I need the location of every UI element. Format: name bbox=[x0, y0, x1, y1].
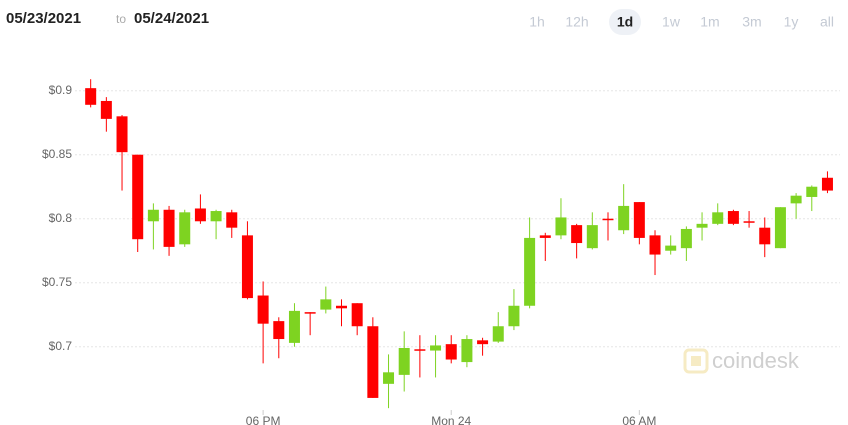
date-to-word: to bbox=[116, 12, 126, 26]
candle-body bbox=[539, 235, 551, 238]
range-button[interactable]: 1d bbox=[617, 14, 633, 30]
candle-body bbox=[85, 88, 97, 105]
range-button[interactable]: 1m bbox=[700, 14, 719, 30]
candle-body bbox=[508, 305, 520, 327]
watermark: coindesk bbox=[712, 348, 800, 373]
range-button[interactable]: 12h bbox=[565, 14, 588, 30]
candle-body bbox=[288, 310, 300, 343]
candle-body bbox=[806, 186, 818, 197]
range-button[interactable]: 3m bbox=[742, 14, 761, 30]
candle-body bbox=[414, 349, 426, 351]
candle-body bbox=[821, 177, 833, 191]
candle-body bbox=[116, 116, 128, 153]
candle-body bbox=[665, 245, 677, 251]
candle-body bbox=[492, 326, 504, 342]
range-button[interactable]: all bbox=[820, 14, 834, 30]
candle-body bbox=[477, 340, 489, 345]
candle-body bbox=[461, 339, 473, 363]
candle-body bbox=[241, 235, 253, 299]
candle-body bbox=[383, 372, 395, 384]
y-tick-label: $0.75 bbox=[42, 275, 72, 289]
candle-body bbox=[586, 225, 598, 249]
candle-body bbox=[179, 212, 191, 245]
y-tick-label: $0.85 bbox=[42, 147, 72, 161]
candle-body bbox=[524, 237, 536, 306]
candle-body bbox=[335, 305, 347, 309]
candle-body bbox=[696, 223, 708, 228]
candle-body bbox=[430, 345, 442, 351]
candle-body bbox=[367, 326, 379, 398]
candle-body bbox=[633, 202, 645, 238]
candle-body bbox=[147, 209, 159, 222]
range-button[interactable]: 1w bbox=[662, 14, 681, 30]
candle-body bbox=[618, 205, 630, 231]
y-tick-label: $0.8 bbox=[49, 211, 73, 225]
candle-body bbox=[194, 208, 206, 222]
x-tick-label: Mon 24 bbox=[431, 414, 471, 425]
candle-body bbox=[398, 348, 410, 375]
candle-body bbox=[132, 154, 144, 240]
x-tick-label: 06 PM bbox=[246, 414, 281, 425]
candle-body bbox=[727, 211, 739, 224]
candle-body bbox=[774, 207, 786, 249]
candle-body bbox=[100, 100, 112, 119]
y-tick-label: $0.9 bbox=[49, 83, 73, 97]
range-button[interactable]: 1y bbox=[784, 14, 799, 30]
date-from: 05/23/2021 bbox=[6, 10, 81, 27]
candle-body bbox=[712, 212, 724, 224]
candle-body bbox=[759, 227, 771, 245]
candle-body bbox=[790, 195, 802, 204]
candle-body bbox=[163, 209, 175, 247]
x-tick-label: 06 AM bbox=[622, 414, 656, 425]
candle-body bbox=[602, 218, 614, 221]
candle-body bbox=[320, 299, 332, 310]
candle-body bbox=[571, 225, 583, 244]
candle-body bbox=[680, 228, 692, 249]
candle-body bbox=[351, 303, 363, 327]
range-button[interactable]: 1h bbox=[529, 14, 545, 30]
candle-body bbox=[304, 312, 316, 314]
candle-body bbox=[257, 295, 269, 324]
candle-body bbox=[649, 235, 661, 255]
date-to: 05/24/2021 bbox=[134, 10, 209, 27]
y-tick-label: $0.7 bbox=[49, 339, 73, 353]
candle-body bbox=[445, 344, 457, 360]
range-selected-bg bbox=[609, 9, 641, 35]
logo-icon bbox=[683, 348, 709, 374]
candle-body bbox=[743, 221, 755, 223]
candle-body bbox=[273, 321, 285, 340]
candle-body bbox=[226, 212, 238, 228]
candle-body bbox=[555, 217, 567, 236]
candle-body bbox=[210, 211, 222, 222]
